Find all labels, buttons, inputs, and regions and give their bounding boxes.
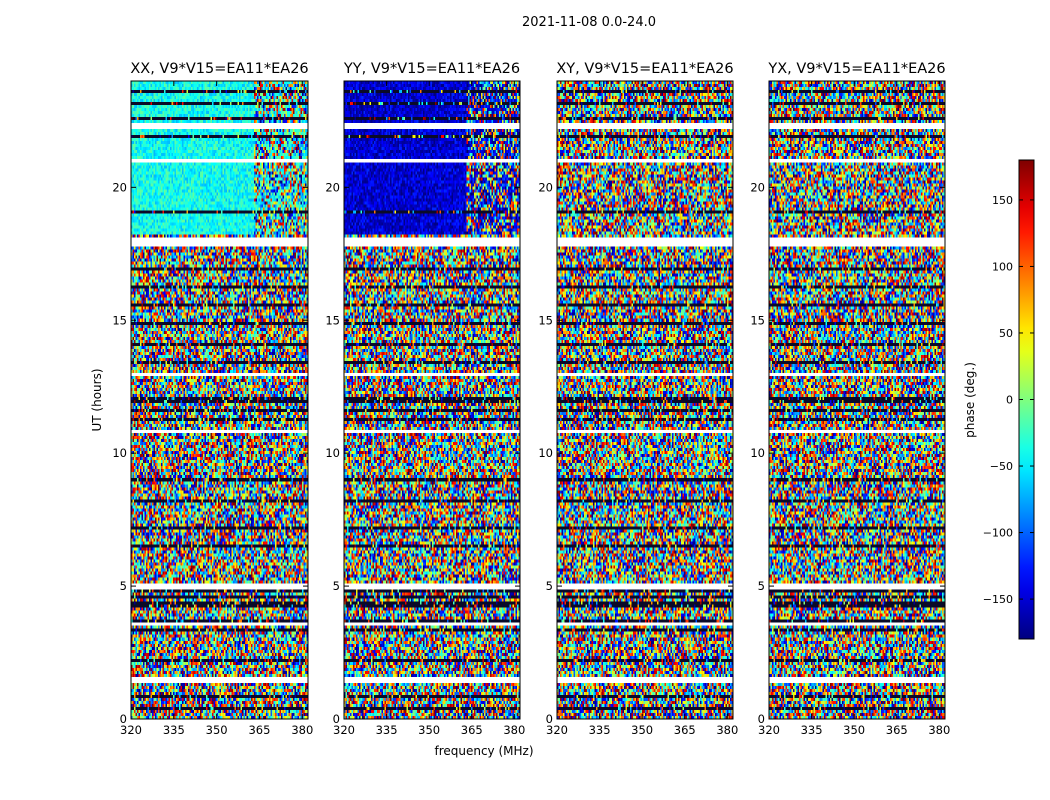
- y-tick-label: 15: [325, 313, 340, 327]
- y-tick-label: 15: [750, 313, 765, 327]
- y-tick-label: 0: [546, 712, 553, 726]
- colorbar-tick-label: 150: [992, 194, 1013, 207]
- chart-suptitle: 2021-11-08 0.0-24.0: [522, 15, 656, 30]
- x-tick-label: 380: [503, 723, 525, 737]
- x-tick-label: 320: [120, 723, 142, 737]
- y-tick-label: 0: [333, 712, 340, 726]
- y-tick-label: 10: [112, 446, 127, 460]
- x-axis-label: frequency (MHz): [434, 744, 533, 758]
- x-tick-label: 320: [546, 723, 568, 737]
- x-tick-label: 365: [248, 723, 270, 737]
- panel-title: YY, V9*V15=EA11*EA26: [343, 61, 520, 77]
- colorbar-label: phase (deg.): [963, 362, 977, 438]
- panel-title: YX, V9*V15=EA11*EA26: [767, 61, 945, 77]
- panels: XX, V9*V15=EA11*EA26 320 335 350 365 380 0 5 10 1…: [112, 61, 950, 737]
- panel-frame: [556, 80, 734, 720]
- panel-2: YY, V9*V15=EA11*EA26 320 335 350 365 380 0 5 10 1…: [325, 61, 525, 737]
- x-tick-label: 350: [206, 723, 228, 737]
- x-tick-label: 350: [418, 723, 440, 737]
- x-tick-label: 380: [716, 723, 738, 737]
- y-axis-label: UT (hours): [90, 368, 104, 431]
- y-tick-label: 10: [750, 446, 765, 460]
- y-tick-label: 20: [325, 180, 340, 194]
- panel-frame: [130, 80, 309, 720]
- x-tick-label: 320: [333, 723, 355, 737]
- x-tick-label: 365: [674, 723, 696, 737]
- panel-frame: [768, 80, 946, 720]
- heatmap-raster: [769, 81, 945, 719]
- x-tick-label: 365: [461, 723, 483, 737]
- y-tick-label: 20: [750, 180, 765, 194]
- panel-title: XX, V9*V15=EA11*EA26: [130, 61, 308, 77]
- panel-title: XY, V9*V15=EA11*EA26: [556, 61, 733, 77]
- y-tick-label: 5: [120, 579, 127, 593]
- panel-4: YX, V9*V15=EA11*EA26 320 335 350 365 380 0 5 10 1…: [750, 61, 950, 737]
- colorbar-tick-label: −50: [990, 460, 1013, 473]
- x-tick-label: 335: [801, 723, 823, 737]
- colorbar-tick-label: −150: [983, 593, 1013, 606]
- x-tick-label: 320: [758, 723, 780, 737]
- colorbar: −150 −100 −50 0 50 100 150: [983, 159, 1035, 640]
- y-tick-label: 5: [546, 579, 553, 593]
- y-tick-label: 20: [538, 180, 553, 194]
- y-tick-label: 10: [325, 446, 340, 460]
- y-tick-label: 5: [333, 579, 340, 593]
- x-tick-label: 365: [886, 723, 908, 737]
- y-tick-label: 10: [538, 446, 553, 460]
- panel-frame: [343, 80, 521, 720]
- colorbar-tick-label: 0: [1006, 394, 1013, 407]
- x-tick-label: 350: [631, 723, 653, 737]
- colorbar-tick-label: 100: [992, 260, 1013, 273]
- x-tick-label: 350: [843, 723, 865, 737]
- heatmap-raster: [131, 81, 308, 719]
- y-tick-label: 5: [758, 579, 765, 593]
- heatmap-raster: [557, 81, 733, 719]
- colorbar-tick-label: 50: [999, 327, 1013, 340]
- x-tick-label: 335: [376, 723, 398, 737]
- panel-1: XX, V9*V15=EA11*EA26 320 335 350 365 380 0 5 10 1…: [112, 61, 313, 737]
- y-tick-label: 20: [112, 180, 127, 194]
- x-tick-label: 380: [928, 723, 950, 737]
- x-tick-label: 335: [589, 723, 611, 737]
- y-tick-label: 0: [758, 712, 765, 726]
- x-tick-label: 335: [163, 723, 185, 737]
- panel-3: XY, V9*V15=EA11*EA26 320 335 350 365 380 0 5 10 1…: [538, 61, 738, 737]
- y-tick-label: 15: [538, 313, 553, 327]
- heatmap-raster: [344, 81, 520, 719]
- y-tick-label: 0: [120, 712, 127, 726]
- y-tick-label: 15: [112, 313, 127, 327]
- colorbar-tick-label: −100: [983, 527, 1013, 540]
- x-tick-label: 380: [291, 723, 313, 737]
